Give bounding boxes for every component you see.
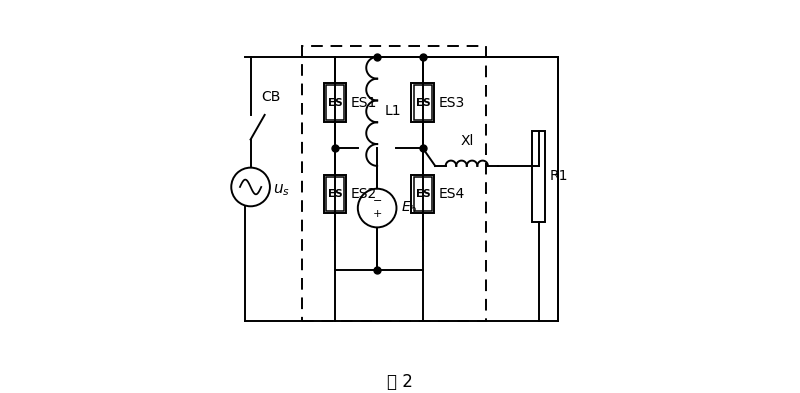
Text: 图 2: 图 2 bbox=[387, 373, 413, 391]
Circle shape bbox=[231, 168, 270, 206]
Circle shape bbox=[358, 189, 397, 228]
Text: ES2: ES2 bbox=[350, 187, 377, 201]
Text: ES: ES bbox=[415, 97, 430, 108]
Bar bbox=[411, 83, 434, 122]
Text: ES: ES bbox=[415, 189, 430, 199]
Text: ES: ES bbox=[328, 189, 342, 199]
Text: ES: ES bbox=[328, 97, 342, 108]
Bar bbox=[532, 131, 545, 222]
Text: $u_s$: $u_s$ bbox=[274, 183, 290, 198]
Text: $E_b$: $E_b$ bbox=[401, 200, 417, 216]
Text: R1: R1 bbox=[550, 169, 568, 184]
Bar bbox=[326, 85, 344, 120]
Text: −: − bbox=[373, 196, 382, 206]
Bar bbox=[302, 46, 486, 321]
Text: ES3: ES3 bbox=[438, 95, 465, 110]
Bar bbox=[411, 174, 434, 213]
Text: ES1: ES1 bbox=[350, 95, 377, 110]
Bar bbox=[323, 174, 346, 213]
Text: ES4: ES4 bbox=[438, 187, 465, 201]
Bar bbox=[414, 177, 432, 211]
Text: Xl: Xl bbox=[460, 134, 474, 148]
Text: CB: CB bbox=[261, 90, 281, 105]
Bar bbox=[323, 83, 346, 122]
Bar bbox=[414, 85, 432, 120]
Bar bbox=[326, 177, 344, 211]
Text: L1: L1 bbox=[385, 105, 402, 118]
Text: +: + bbox=[373, 209, 382, 219]
